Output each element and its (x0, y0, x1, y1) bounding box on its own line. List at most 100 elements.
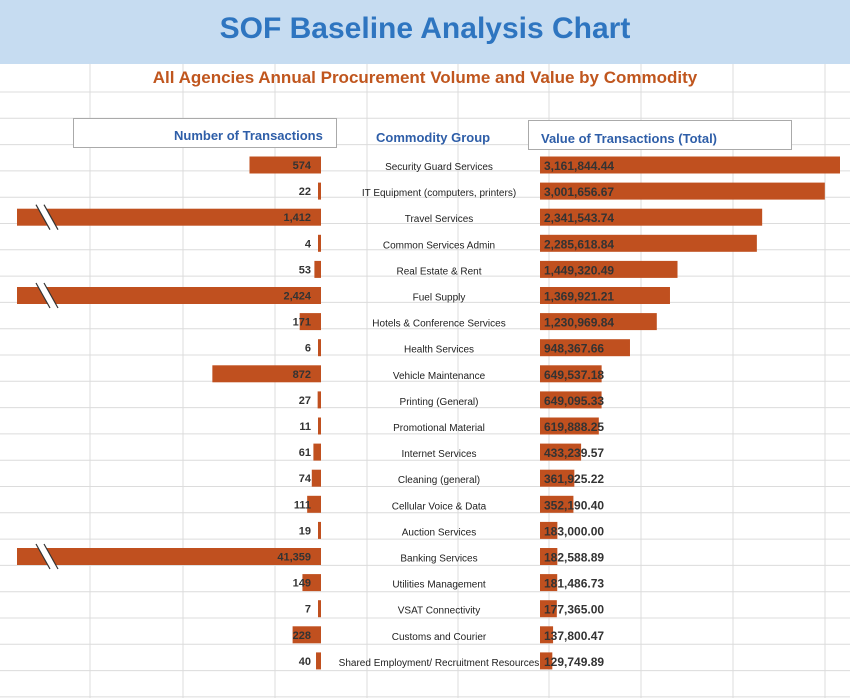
axis-break-line (35, 282, 51, 309)
value-bar (540, 260, 678, 278)
commodity-label: Auction Services (402, 527, 476, 538)
value-label: 1,369,921.21 (544, 290, 614, 304)
transactions-label: 11 (299, 421, 311, 433)
commodity-label: Travel Services (405, 214, 474, 225)
value-label: 649,537.18 (544, 368, 604, 382)
commodity-label: Vehicle Maintenance (393, 371, 486, 382)
commodity-label: Cleaning (general) (398, 475, 480, 486)
transactions-bar (316, 652, 321, 670)
value-label: 1,230,969.84 (544, 316, 614, 330)
value-bar (540, 521, 558, 539)
value-bar (540, 313, 657, 331)
commodity-label: Common Services Admin (383, 240, 495, 251)
value-label: 619,888.25 (544, 420, 604, 434)
value-label: 2,285,618.84 (544, 237, 614, 251)
transactions-label: 228 (293, 630, 311, 642)
transactions-label: 61 (299, 447, 311, 459)
commodity-label: Hotels & Conference Services (372, 319, 505, 330)
transactions-bar (249, 156, 321, 174)
transactions-label: 19 (299, 525, 311, 537)
transactions-bar (17, 287, 321, 304)
value-label: 182,588.89 (544, 551, 604, 565)
value-bar (540, 182, 825, 200)
axis-break-line (35, 204, 51, 230)
left-header-box (73, 118, 337, 148)
transactions-label: 1,412 (283, 212, 311, 224)
right-header-box (528, 120, 792, 150)
commodity-label: Cellular Voice & Data (392, 501, 487, 512)
value-label: 649,095.33 (544, 394, 604, 408)
value-bar (540, 156, 840, 174)
transactions-bar (302, 574, 321, 592)
transactions-label: 111 (294, 499, 311, 511)
commodity-label: Real Estate & Rent (396, 266, 481, 277)
axis-break-line (43, 282, 59, 309)
transactions-label: 872 (293, 369, 311, 381)
transactions-bar (313, 443, 321, 461)
value-bar (540, 339, 630, 357)
value-label: 948,367.66 (544, 342, 604, 356)
transactions-bar (292, 626, 321, 644)
transactions-bar (318, 521, 321, 539)
value-label: 3,001,656.67 (544, 185, 614, 199)
transactions-bar (314, 260, 321, 278)
commodity-label: Promotional Material (393, 423, 485, 434)
value-bar (540, 469, 575, 487)
transactions-bar (317, 391, 321, 409)
transactions-label: 7 (305, 604, 311, 616)
value-bar (540, 600, 557, 618)
transactions-bar (318, 182, 321, 200)
value-bar (540, 365, 602, 383)
transactions-label: 41,359 (277, 552, 311, 564)
transactions-label: 22 (299, 186, 311, 198)
value-label: 352,190.40 (544, 498, 604, 512)
transactions-bar (318, 417, 321, 435)
transactions-label: 171 (293, 317, 311, 329)
transactions-bar (17, 208, 321, 226)
transactions-bar (318, 600, 321, 618)
value-label: 177,365.00 (544, 603, 604, 617)
transactions-bar (318, 234, 321, 252)
transactions-label: 74 (299, 473, 312, 485)
value-bar (540, 391, 602, 409)
transactions-label: 2,424 (283, 291, 311, 303)
chart-subtitle: All Agencies Annual Procurement Volume a… (152, 68, 698, 87)
value-bar (540, 417, 599, 435)
commodity-label: Printing (General) (400, 397, 479, 408)
value-bar (540, 548, 558, 565)
value-label: 361,925.22 (544, 472, 604, 486)
value-label: 1,449,320.49 (544, 263, 614, 277)
axis-break-line (35, 543, 51, 570)
title-banner (0, 0, 850, 64)
axis-break-mark (36, 544, 58, 569)
commodity-label: Utilities Management (392, 580, 486, 591)
commodity-label: Internet Services (401, 449, 476, 460)
value-label: 181,486.73 (544, 577, 604, 591)
transactions-label: 4 (305, 238, 312, 250)
transactions-bar (212, 365, 321, 383)
value-bar (540, 287, 670, 304)
value-bar (540, 443, 582, 461)
axis-break-line (43, 204, 59, 230)
value-label: 3,161,844.44 (544, 159, 614, 173)
center-column-header: Commodity Group (376, 130, 491, 145)
commodity-label: Customs and Courier (392, 632, 487, 643)
commodity-label: VSAT Connectivity (398, 606, 480, 617)
chart-title: SOF Baseline Analysis Chart (219, 12, 631, 45)
transactions-label: 6 (305, 343, 311, 355)
value-label: 2,341,543.74 (544, 211, 614, 225)
transactions-label: 574 (293, 160, 312, 172)
transactions-label: 53 (299, 264, 311, 276)
transactions-label: 27 (299, 395, 311, 407)
value-bar (540, 234, 757, 252)
commodity-label: Security Guard Services (385, 162, 493, 173)
transactions-bar (318, 339, 321, 357)
commodity-label: Shared Employment/ Recruitment Resources (339, 658, 540, 669)
transactions-bar (307, 495, 321, 513)
commodity-label: Health Services (404, 345, 474, 356)
value-label: 433,239.57 (544, 446, 604, 460)
transactions-bar (299, 313, 321, 331)
value-label: 137,800.47 (544, 629, 604, 643)
value-bar (540, 495, 574, 513)
transactions-bar (17, 548, 321, 565)
